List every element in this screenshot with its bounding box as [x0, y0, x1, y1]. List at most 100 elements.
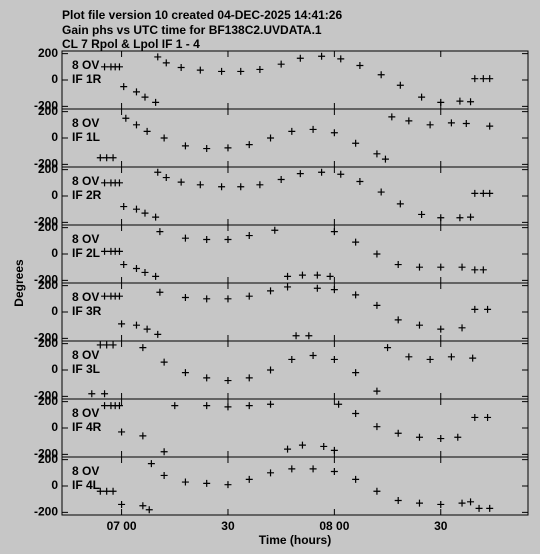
data-point: [394, 429, 402, 437]
y-tick-label: 0: [51, 478, 58, 492]
data-point: [309, 465, 317, 473]
panel-label: IF 2L: [72, 246, 100, 260]
y-tick-label: 0: [51, 130, 58, 144]
data-point: [486, 189, 494, 197]
data-point: [447, 353, 455, 361]
y-tick-label: -200: [34, 331, 58, 345]
data-point: [118, 500, 126, 508]
panel-label: 8 OV: [72, 232, 99, 246]
data-point: [160, 358, 168, 366]
data-point: [415, 321, 423, 329]
data-point: [181, 294, 189, 301]
x-tick-label: 08 00: [319, 519, 349, 533]
data-point: [462, 120, 470, 127]
data-point: [103, 487, 111, 495]
title-line: Plot file version 10 created 04-DEC-2025…: [62, 8, 342, 22]
data-point: [467, 98, 475, 106]
data-point: [352, 369, 360, 377]
data-point: [486, 122, 494, 130]
data-point: [471, 75, 479, 83]
data-point: [162, 174, 170, 182]
data-point: [101, 292, 109, 300]
panel-label: 8 OV: [72, 116, 99, 130]
panel-label: IF 4R: [72, 420, 102, 434]
data-point: [437, 98, 445, 106]
data-point: [458, 324, 466, 332]
panel-label: IF 2R: [72, 188, 102, 202]
data-point: [101, 179, 109, 187]
data-point: [120, 261, 128, 269]
data-point: [152, 213, 160, 221]
data-point: [181, 369, 189, 377]
data-point: [109, 341, 117, 349]
data-point: [352, 139, 360, 147]
y-tick-label: 0: [51, 188, 58, 202]
y-tick-label: -200: [34, 447, 58, 461]
data-point: [313, 271, 321, 279]
data-point: [330, 286, 338, 294]
y-tick-label: 200: [38, 104, 58, 118]
data-point: [330, 446, 338, 454]
data-point: [181, 234, 189, 242]
y-tick-label: 200: [38, 452, 58, 466]
panel-label: 8 OV: [72, 464, 99, 478]
data-point: [484, 305, 492, 313]
data-point: [156, 228, 164, 236]
data-point: [396, 200, 404, 208]
panel-label: IF 3L: [72, 362, 100, 376]
data-point: [330, 468, 338, 475]
data-point: [256, 65, 264, 73]
data-point: [145, 506, 153, 514]
x-axis-label: Time (hours): [259, 533, 331, 547]
data-point: [437, 500, 445, 508]
data-point: [288, 127, 296, 135]
data-point: [284, 283, 292, 291]
data-point: [471, 266, 479, 274]
data-point: [103, 341, 111, 349]
data-point: [288, 465, 296, 473]
data-point: [154, 53, 162, 61]
data-point: [224, 377, 232, 385]
y-tick-label: 200: [38, 46, 58, 60]
data-point: [437, 325, 445, 333]
panel-label: IF 1L: [72, 130, 100, 144]
data-point: [115, 247, 123, 255]
y-tick-label: -200: [34, 389, 58, 403]
data-point: [256, 181, 264, 189]
data-point: [267, 400, 275, 408]
data-point: [486, 75, 494, 83]
y-tick-label: 200: [38, 278, 58, 292]
title-line: Gain phs vs UTC time for BF138C2.UVDATA.…: [62, 23, 322, 37]
data-point: [224, 403, 232, 411]
data-point: [456, 97, 464, 105]
data-point: [337, 55, 345, 63]
data-point: [181, 478, 189, 486]
panel-label: IF 1R: [72, 72, 102, 86]
data-point: [115, 63, 123, 71]
data-point: [479, 75, 487, 83]
data-point: [469, 354, 477, 362]
data-point: [415, 263, 423, 271]
x-tick-label: 30: [221, 519, 235, 533]
data-point: [160, 448, 168, 456]
data-point: [318, 52, 326, 60]
data-point: [475, 504, 483, 512]
y-tick-label: -200: [34, 505, 58, 519]
data-point: [467, 498, 475, 506]
data-point: [152, 272, 160, 280]
data-point: [330, 129, 338, 137]
data-point: [147, 460, 155, 468]
data-point: [277, 176, 285, 184]
data-point: [352, 475, 360, 483]
data-point: [181, 142, 189, 150]
data-point: [203, 145, 211, 153]
y-tick-label: -200: [34, 273, 58, 287]
data-point: [143, 127, 151, 135]
data-point: [122, 114, 130, 122]
data-point: [373, 301, 381, 309]
y-tick-label: 0: [51, 72, 58, 86]
data-point: [162, 59, 170, 67]
data-point: [132, 321, 140, 329]
data-point: [309, 352, 317, 359]
data-point: [381, 155, 389, 163]
